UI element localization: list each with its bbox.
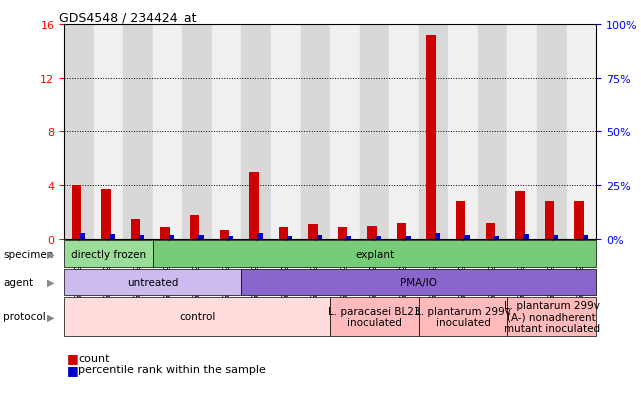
Bar bbox=[249, 173, 258, 240]
Text: GDS4548 / 234424_at: GDS4548 / 234424_at bbox=[59, 11, 196, 24]
Text: ▶: ▶ bbox=[47, 311, 54, 322]
Bar bbox=[72, 186, 81, 240]
Bar bbox=[64, 25, 94, 240]
Text: ▶: ▶ bbox=[47, 249, 54, 259]
Text: untreated: untreated bbox=[127, 277, 178, 287]
Bar bbox=[405, 236, 410, 240]
Bar bbox=[508, 25, 537, 240]
Bar bbox=[139, 235, 144, 240]
Bar bbox=[448, 25, 478, 240]
Text: agent: agent bbox=[3, 277, 33, 287]
Bar bbox=[182, 25, 212, 240]
Text: count: count bbox=[78, 353, 110, 363]
Bar bbox=[308, 225, 318, 240]
Text: specimen: specimen bbox=[3, 249, 54, 259]
Bar bbox=[435, 233, 440, 240]
Bar bbox=[338, 228, 347, 240]
Bar bbox=[464, 235, 470, 240]
Bar bbox=[574, 202, 584, 240]
Bar bbox=[131, 219, 140, 240]
Bar bbox=[553, 235, 558, 240]
Bar bbox=[64, 297, 330, 336]
Bar bbox=[220, 230, 229, 240]
Bar bbox=[101, 190, 111, 240]
Bar bbox=[190, 216, 199, 240]
Bar bbox=[242, 25, 271, 240]
Text: percentile rank within the sample: percentile rank within the sample bbox=[78, 364, 266, 374]
Bar bbox=[360, 25, 389, 240]
Bar bbox=[515, 191, 524, 240]
Bar bbox=[583, 235, 588, 240]
Bar bbox=[279, 228, 288, 240]
Text: protocol: protocol bbox=[3, 311, 46, 322]
Bar bbox=[94, 25, 123, 240]
Bar bbox=[494, 236, 499, 240]
Bar bbox=[160, 228, 170, 240]
Bar bbox=[123, 25, 153, 240]
Bar bbox=[242, 269, 596, 296]
Bar bbox=[419, 25, 448, 240]
Bar bbox=[64, 241, 153, 268]
Bar bbox=[397, 223, 406, 240]
Bar bbox=[537, 25, 567, 240]
Bar bbox=[456, 202, 465, 240]
Bar bbox=[212, 25, 242, 240]
Bar bbox=[198, 235, 204, 240]
Bar bbox=[426, 36, 436, 240]
Bar bbox=[271, 25, 301, 240]
Bar bbox=[317, 235, 322, 240]
Bar bbox=[389, 25, 419, 240]
Text: ▶: ▶ bbox=[47, 277, 54, 287]
Bar bbox=[287, 236, 292, 240]
Bar bbox=[367, 226, 377, 240]
Bar bbox=[486, 223, 495, 240]
Bar bbox=[508, 297, 596, 336]
Bar bbox=[80, 233, 85, 240]
Text: L. plantarum 299v
inoculated: L. plantarum 299v inoculated bbox=[415, 306, 511, 328]
Bar bbox=[478, 25, 508, 240]
Text: directly frozen: directly frozen bbox=[71, 249, 146, 259]
Bar bbox=[153, 25, 182, 240]
Bar bbox=[169, 235, 174, 240]
Text: L. plantarum 299v
(A-) nonadherent
mutant inoculated: L. plantarum 299v (A-) nonadherent mutan… bbox=[504, 300, 600, 333]
Bar bbox=[110, 234, 115, 240]
Bar bbox=[64, 269, 242, 296]
Bar bbox=[346, 236, 351, 240]
Bar bbox=[153, 241, 596, 268]
Text: L. paracasei BL23
inoculated: L. paracasei BL23 inoculated bbox=[328, 306, 420, 328]
Bar bbox=[330, 297, 419, 336]
Bar bbox=[376, 236, 381, 240]
Text: ■: ■ bbox=[67, 351, 79, 364]
Bar bbox=[545, 202, 554, 240]
Bar bbox=[567, 25, 596, 240]
Text: control: control bbox=[179, 311, 215, 322]
Text: PMA/IO: PMA/IO bbox=[400, 277, 437, 287]
Bar bbox=[258, 233, 263, 240]
Bar bbox=[330, 25, 360, 240]
Text: explant: explant bbox=[355, 249, 394, 259]
Bar bbox=[524, 234, 529, 240]
Bar bbox=[301, 25, 330, 240]
Text: ■: ■ bbox=[67, 363, 79, 376]
Bar bbox=[228, 236, 233, 240]
Bar bbox=[419, 297, 508, 336]
